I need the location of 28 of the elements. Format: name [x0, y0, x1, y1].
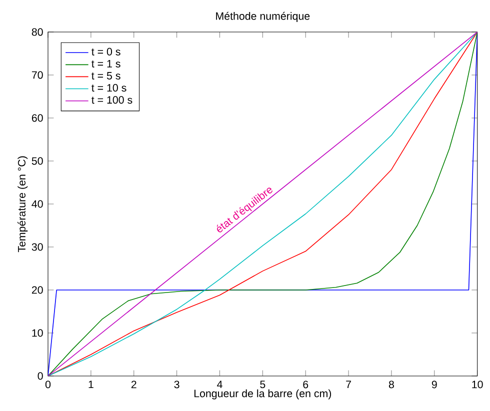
x-tick-label: 3 — [174, 380, 180, 388]
y-tick-label: 50 — [32, 157, 43, 165]
x-tick-label: 5 — [260, 380, 266, 388]
y-tick-label: 70 — [32, 71, 43, 79]
legend-label: t = 100 s — [92, 96, 132, 104]
y-tick-label: 40 — [32, 200, 43, 208]
x-tick-label: 10 — [472, 380, 483, 388]
y-tick-label: 80 — [32, 28, 43, 36]
x-tick-label: 9 — [432, 380, 437, 388]
y-tick-label: 60 — [32, 114, 43, 122]
x-tick-label: 7 — [346, 380, 351, 388]
x-axis-title: Longueur de la barre (en cm) — [194, 389, 332, 400]
legend-label: t = 5 s — [92, 72, 120, 80]
chart-title: Méthode numérique — [216, 12, 310, 22]
x-tick-label: 1 — [88, 380, 94, 388]
x-tick-label: 0 — [45, 380, 51, 388]
legend-label: t = 0 s — [92, 48, 120, 56]
y-tick-label: 0 — [38, 372, 43, 380]
legend-label: t = 1 s — [92, 60, 120, 68]
legend-label: t = 10 s — [92, 84, 126, 92]
x-tick-label: 2 — [131, 380, 136, 388]
x-tick-label: 4 — [217, 380, 222, 388]
y-tick-label: 20 — [32, 286, 43, 294]
y-tick-label: 10 — [32, 329, 43, 337]
x-tick-label: 6 — [303, 380, 308, 388]
y-axis-title: Température (en °C) — [18, 156, 28, 252]
y-tick-label: 30 — [32, 243, 43, 251]
x-tick-label: 8 — [388, 380, 394, 388]
